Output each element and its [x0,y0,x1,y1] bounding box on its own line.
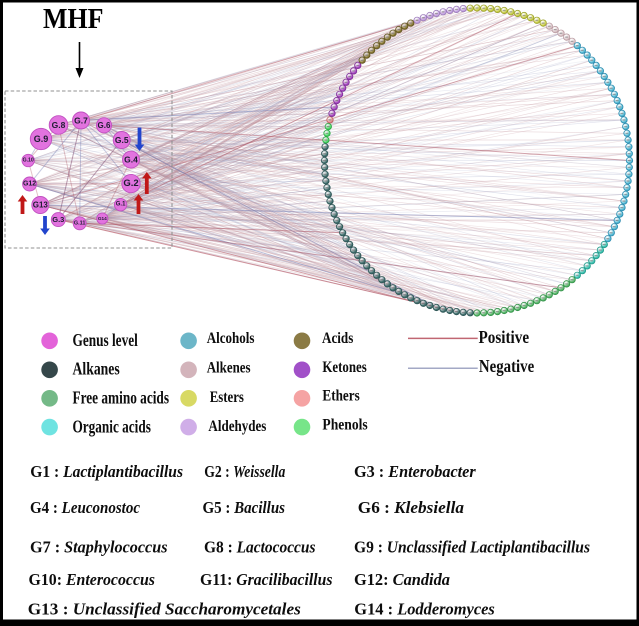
svg-text:G12: Candida: G12: Candida [354,570,450,589]
svg-text:G.8: G.8 [52,120,66,130]
svg-text:Alcohols: Alcohols [207,330,255,347]
svg-text:G9 : Unclassified Lactiplantib: G9 : Unclassified Lactiplantibacillus [354,538,590,557]
svg-text:G5 : Bacillus: G5 : Bacillus [203,498,286,517]
svg-text:G13 : Unclassified Saccharomyc: G13 : Unclassified Saccharomycetales [28,600,301,619]
svg-text:G.1: G.1 [116,202,126,208]
svg-text:G14: G14 [98,216,107,221]
svg-text:G4 : Leuconostoc: G4 : Leuconostoc [30,498,140,517]
svg-text:G12: G12 [23,181,36,188]
svg-text:Positive: Positive [479,327,530,347]
svg-text:Alkanes: Alkanes [73,359,120,379]
svg-text:Free amino acids: Free amino acids [73,388,170,408]
svg-text:G6 : Klebsiella: G6 : Klebsiella [358,498,465,517]
svg-text:G2 : Weissella: G2 : Weissella [204,462,285,481]
svg-text:G.6: G.6 [98,121,111,130]
svg-text:G.4: G.4 [124,155,138,165]
svg-text:Alkenes: Alkenes [207,360,251,377]
svg-text:G.10: G.10 [23,158,34,164]
svg-text:G.3: G.3 [52,215,64,224]
svg-text:Acids: Acids [322,330,353,347]
svg-text:G14 : Lodderomyces: G14 : Lodderomyces [354,600,495,619]
svg-text:G8 : Lactococcus: G8 : Lactococcus [204,538,316,557]
svg-text:Ethers: Ethers [322,388,359,405]
svg-text:MHF: MHF [43,3,104,35]
svg-text:G11: Gracilibacillus: G11: Gracilibacillus [200,570,333,589]
svg-text:G3 : Enterobacter: G3 : Enterobacter [354,462,476,481]
svg-text:Ketones: Ketones [322,359,366,376]
svg-text:G.2: G.2 [123,178,138,189]
svg-text:G13: G13 [33,201,49,210]
svg-text:G1 : Lactiplantibacillus: G1 : Lactiplantibacillus [30,462,183,481]
svg-text:Phenols: Phenols [322,416,367,433]
svg-text:G.11: G.11 [74,220,86,226]
svg-text:G.5: G.5 [115,135,129,145]
svg-text:Aldehydes: Aldehydes [208,418,266,435]
svg-text:Negative: Negative [479,356,534,376]
svg-text:G10: Enterococcus: G10: Enterococcus [29,570,156,589]
svg-text:Genus level: Genus level [73,330,138,350]
svg-text:Esters: Esters [210,389,244,406]
svg-text:G.7: G.7 [74,116,88,126]
svg-text:Organic acids: Organic acids [73,417,152,437]
svg-text:G7 : Staphylococcus: G7 : Staphylococcus [30,538,168,557]
svg-text:G.9: G.9 [34,134,49,144]
